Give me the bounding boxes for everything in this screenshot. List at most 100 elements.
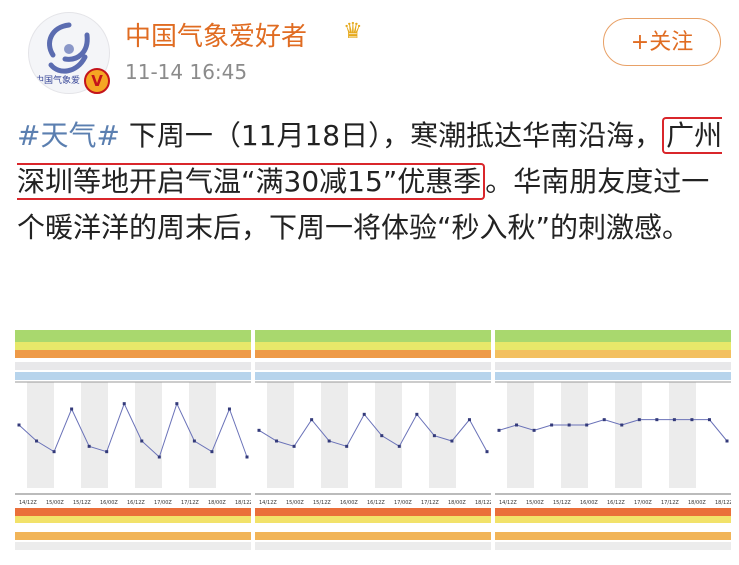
temperature-point [637,418,641,422]
meteogram-image[interactable]: 14/12Z 15/00Z 15/12Z 16/00Z 16/12Z 17/00Z 17/1… [495,318,733,561]
temperature-point [532,428,536,432]
x-tick-label: 14/12Z [499,500,517,506]
night-shading [321,382,348,488]
band-orange [255,350,491,358]
x-tick-label: 16/00Z [100,500,118,506]
cyclone-logo-icon [47,22,90,74]
x-tick-label: 18/12Z [235,500,251,506]
temperature-point [450,439,454,443]
temperature-point [17,423,21,427]
band-blue [255,372,491,380]
temperature-point [292,444,296,448]
temperature-point [140,439,144,443]
band-yellow [255,342,491,350]
band-blue [495,372,731,380]
night-shading [81,382,108,488]
night-shading [267,382,294,488]
temperature-point [485,450,489,454]
temperature-line [18,402,248,458]
x-tick-label: 17/12Z [661,500,679,506]
x-tick-label: 16/12Z [607,500,625,506]
night-shading [189,382,216,488]
band-gray [15,362,251,370]
meteogram-image[interactable]: 14/12Z 15/00Z 15/12Z 16/00Z 16/12Z 17/00Z 17/1… [15,318,253,561]
temperature-point [497,428,501,432]
highlighted-text: 广州深圳等地开启气温“满30减15”优惠季 [17,117,723,200]
band-red [495,508,731,516]
temperature-point [397,444,401,448]
temperature-point [175,402,179,406]
x-tick-label: 16/00Z [340,500,358,506]
band-yellow [255,516,491,523]
temperature-point [192,439,196,443]
night-shading [375,382,402,488]
band-yellow [495,516,731,523]
post-text-part: 下周一（11月18日），寒潮抵达华南沿海， [119,119,663,152]
x-tick-label: 18/00Z [688,500,706,506]
band-red [255,508,491,516]
post-text: #天气# 下周一（11月18日），寒潮抵达华南沿海， 广州深圳等地开启气温“满30… [17,113,729,251]
band-gray [255,542,491,550]
band-blue [15,372,251,380]
temperature-point [105,450,109,454]
band-green [15,330,251,342]
band-gray [255,362,491,370]
x-tick-label: 17/00Z [634,500,652,506]
avatar-caption: 中国气象爱 [35,76,81,86]
band-yellow [15,516,251,523]
x-tick-label: 16/12Z [367,500,385,506]
meteogram-image[interactable]: 14/12Z 15/00Z 15/12Z 16/00Z 16/12Z 17/00Z 17/1… [255,318,493,561]
post-time: 11-14 16:45 [125,60,248,84]
temperature-point [725,439,729,443]
temperature-line [498,419,728,442]
temperature-point [585,423,589,427]
band-orange [495,350,731,358]
temperature-point [672,418,676,422]
x-tick-label: 18/00Z [448,500,466,506]
temperature-point [275,439,279,443]
temperature-point [550,423,554,427]
band-gray [495,542,731,550]
temperature-point [362,412,366,416]
x-tick-label: 15/12Z [73,500,91,506]
temperature-point [35,439,39,443]
band-orange [15,532,251,540]
temperature-point [70,407,74,411]
temperature-point [380,434,384,438]
temperature-point [602,418,606,422]
temperature-point [52,450,56,454]
temperature-point [227,407,231,411]
band-orange [495,532,731,540]
night-shading [615,382,642,488]
temperature-point [345,444,349,448]
temperature-point [432,434,436,438]
post-text-part: 。华南朋友度过一个暖洋洋的周末后，下周一将体验“秒入秋”的刺激感。 [17,165,710,244]
x-tick-label: 15/00Z [286,500,304,506]
temperature-point [122,402,126,406]
x-tick-label: 17/00Z [394,500,412,506]
temperature-point [620,423,624,427]
avatar[interactable]: 中国气象爱 [28,12,110,94]
temperature-line [258,413,488,452]
temperature-point [415,412,419,416]
band-orange [255,532,491,540]
temperature-point [690,418,694,422]
x-tick-label: 15/12Z [553,500,571,506]
author-name[interactable]: 中国气象爱好者 [125,22,308,52]
band-yellow [495,342,731,350]
night-shading [507,382,534,488]
hashtag-link[interactable]: #天气# [17,119,120,152]
x-tick-label: 16/12Z [127,500,145,506]
x-tick-label: 17/00Z [154,500,172,506]
temperature-point [87,444,91,448]
x-tick-label: 17/12Z [181,500,199,506]
x-tick-label: 15/00Z [526,500,544,506]
x-tick-label: 15/00Z [46,500,64,506]
temperature-point [655,418,659,422]
temperature-point [327,439,331,443]
night-shading [561,382,588,488]
crown-icon: ♛ [343,19,363,44]
follow-button[interactable]: +关注 [603,18,721,66]
night-shading [669,382,696,488]
night-shading [27,382,54,488]
